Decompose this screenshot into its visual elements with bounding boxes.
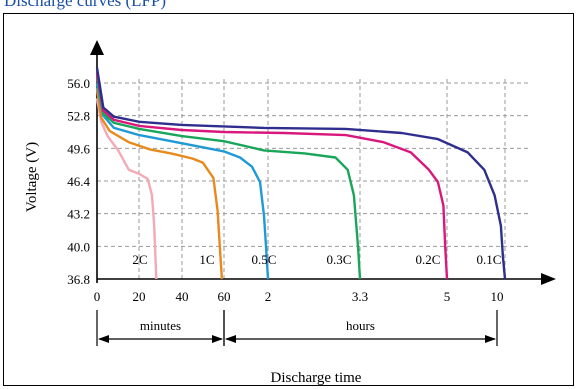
segment-label: hours bbox=[346, 318, 375, 333]
series-label: 1C bbox=[199, 252, 214, 267]
x-tick-label: 3.3 bbox=[352, 289, 368, 304]
y-tick-labels: 56.0 52.8 49.6 46.4 43.2 40.0 36.8 bbox=[67, 76, 90, 287]
bracket-arrow bbox=[212, 335, 223, 343]
series-line-0.1C bbox=[95, 67, 507, 280]
x-tick-label: 5 bbox=[444, 289, 451, 304]
y-axis-arrow bbox=[90, 40, 104, 55]
time-brackets: minutes hours bbox=[96, 310, 498, 346]
y-tick-label: 40.0 bbox=[67, 239, 90, 254]
page-title: Discharge curves (LFP) bbox=[4, 0, 167, 10]
series-line-2C bbox=[95, 98, 158, 280]
x-tick-label: 10 bbox=[491, 289, 504, 304]
bracket-arrow bbox=[485, 335, 496, 343]
y-tick-label: 46.4 bbox=[67, 174, 90, 189]
bracket-arrow bbox=[225, 335, 236, 343]
x-tick-label: 40 bbox=[176, 289, 189, 304]
x-axis-label: Discharge time bbox=[271, 370, 362, 386]
y-tick-label: 56.0 bbox=[67, 76, 90, 91]
chart-frame bbox=[3, 13, 574, 386]
y-tick-label: 52.8 bbox=[67, 109, 90, 124]
series-line-0.5C bbox=[95, 82, 270, 280]
series-line-1C bbox=[95, 87, 224, 280]
x-tick-labels: 0 20 40 60 2 3.3 5 10 bbox=[94, 289, 504, 304]
y-tick-label: 36.8 bbox=[67, 272, 90, 287]
series-label: 0.5C bbox=[252, 252, 277, 267]
x-tick-label: 0 bbox=[94, 289, 101, 304]
series-labels: 2C 1C 0.5C 0.3C 0.2C 0.1C bbox=[132, 252, 501, 267]
x-tick-label: 2 bbox=[265, 289, 272, 304]
series-line-0.3C bbox=[95, 76, 362, 280]
series-label: 2C bbox=[132, 252, 147, 267]
y-tick-label: 43.2 bbox=[67, 207, 90, 222]
series-line-0.2C bbox=[95, 72, 449, 280]
bracket-arrow bbox=[98, 335, 109, 343]
axes bbox=[90, 40, 556, 285]
grid bbox=[97, 79, 530, 279]
x-tick-label: 20 bbox=[133, 289, 146, 304]
segment-label: minutes bbox=[140, 318, 181, 333]
x-axis-arrow bbox=[541, 273, 556, 285]
series-label: 0.3C bbox=[327, 252, 352, 267]
y-tick-label: 49.6 bbox=[67, 141, 90, 156]
y-axis-label: Voltage (V) bbox=[24, 142, 40, 212]
series-label: 0.1C bbox=[477, 252, 502, 267]
x-tick-label: 60 bbox=[218, 289, 231, 304]
curves bbox=[95, 67, 507, 280]
series-label: 0.2C bbox=[416, 252, 441, 267]
